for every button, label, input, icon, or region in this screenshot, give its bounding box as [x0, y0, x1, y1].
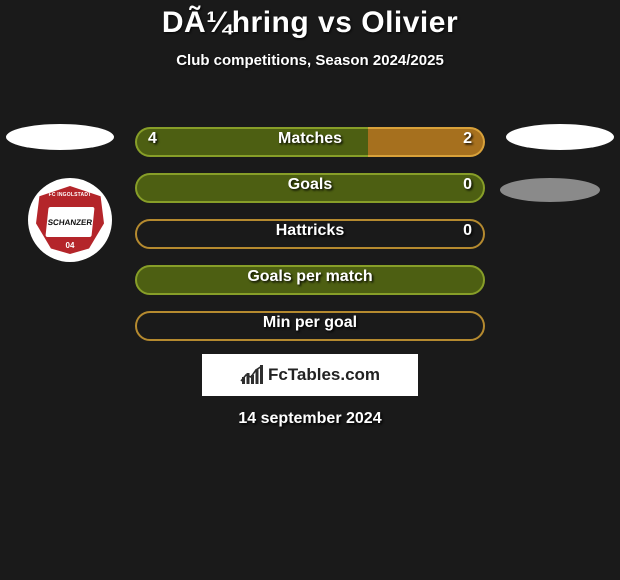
stat-bar	[135, 311, 485, 341]
stat-bar	[135, 173, 485, 203]
stat-bar	[135, 265, 485, 295]
stat-value-right: 2	[463, 130, 472, 148]
club-name-top: FC INGOLSTADT	[49, 192, 92, 198]
player-ellipse	[500, 178, 600, 202]
stat-row: Goals per match	[0, 258, 620, 304]
date-text: 14 september 2024	[0, 410, 620, 428]
stat-bar	[135, 219, 485, 249]
brand-label: FcTables.com	[268, 365, 380, 385]
brand-box: FcTables.com	[202, 354, 418, 396]
stat-bar	[135, 127, 485, 157]
club-name-bot: 04	[66, 241, 75, 250]
player-ellipse	[6, 124, 114, 150]
brand-text: FcTables.com	[240, 365, 380, 385]
bar-chart-icon	[240, 365, 264, 385]
club-name-mid: SCHANZER	[45, 207, 94, 237]
club-shield: FC INGOLSTADT SCHANZER 04	[36, 186, 104, 254]
stat-value-right: 0	[463, 222, 472, 240]
page-subtitle: Club competitions, Season 2024/2025	[0, 52, 620, 69]
stat-value-left: 4	[148, 130, 157, 148]
player-ellipse	[506, 124, 614, 150]
stat-value-right: 0	[463, 176, 472, 194]
club-badge-left: FC INGOLSTADT SCHANZER 04	[28, 178, 112, 262]
page-title: DÃ¼hring vs Olivier	[0, 6, 620, 40]
stat-row: Min per goal	[0, 304, 620, 350]
